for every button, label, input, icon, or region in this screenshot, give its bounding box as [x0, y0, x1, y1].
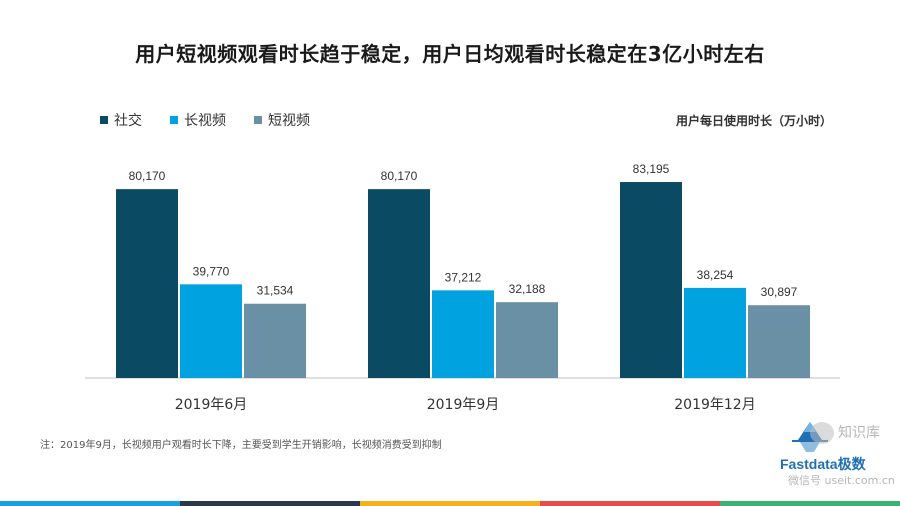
chart-legend: 社交 长视频 短视频	[100, 110, 310, 130]
legend-label-long-video: 长视频	[184, 113, 226, 129]
bar-long-video-1	[432, 290, 494, 378]
bar-long-video-2	[684, 287, 746, 378]
x-tick-label: 2019年12月	[674, 397, 755, 413]
footer-color-segment	[540, 501, 720, 506]
bar-social-1	[368, 189, 430, 378]
legend-label-social: 社交	[114, 113, 142, 129]
data-label: 39,770	[193, 264, 230, 278]
legend-swatch-long-video	[170, 116, 178, 124]
data-label: 38,254	[697, 268, 734, 282]
bar-long-video-0	[180, 284, 242, 378]
chart-title: 用户短视频观看时长趋于稳定，用户日均观看时长稳定在3亿小时左右	[135, 42, 765, 66]
data-label: 83,195	[633, 162, 670, 176]
watermark: 知识库 Fastdata极数 微信号 useit.com.cn	[778, 420, 895, 490]
footer-color-segment	[0, 501, 180, 506]
bar-short-video-0	[244, 303, 306, 378]
watermark-sub: 微信号 useit.com.cn	[788, 474, 895, 487]
data-label: 30,897	[761, 285, 798, 299]
footer-color-bar	[0, 501, 900, 506]
data-label: 37,212	[445, 270, 482, 284]
watermark-name: 知识库	[838, 425, 880, 441]
legend-item-long-video: 长视频	[170, 110, 226, 130]
legend-item-social: 社交	[100, 110, 142, 130]
bar-social-2	[620, 182, 682, 378]
data-label: 32,188	[509, 282, 546, 296]
footer-color-segment	[180, 501, 360, 506]
wechat-icon	[810, 422, 834, 444]
data-label: 80,170	[129, 169, 166, 183]
footer-color-segment	[360, 501, 540, 506]
bar-social-0	[116, 189, 178, 378]
legend-swatch-short-video	[254, 116, 262, 124]
data-label: 80,170	[381, 169, 418, 183]
x-tick-label: 2019年9月	[427, 397, 500, 413]
watermark-brand: Fastdata极数	[780, 456, 866, 472]
footer-color-segment	[720, 501, 900, 506]
unit-label: 用户每日使用时长（万小时）	[675, 114, 832, 128]
bar-short-video-1	[496, 302, 558, 378]
x-tick-label: 2019年6月	[175, 397, 248, 413]
data-label: 31,534	[257, 284, 294, 298]
legend-label-short-video: 短视频	[268, 113, 310, 129]
legend-swatch-social	[100, 116, 108, 124]
bar-short-video-2	[748, 305, 810, 378]
legend-item-short-video: 短视频	[254, 110, 310, 130]
footnote: 注：2019年9月，长视频用户观看时长下降，主要受到学生开销影响，长视频消费受到…	[40, 440, 442, 451]
